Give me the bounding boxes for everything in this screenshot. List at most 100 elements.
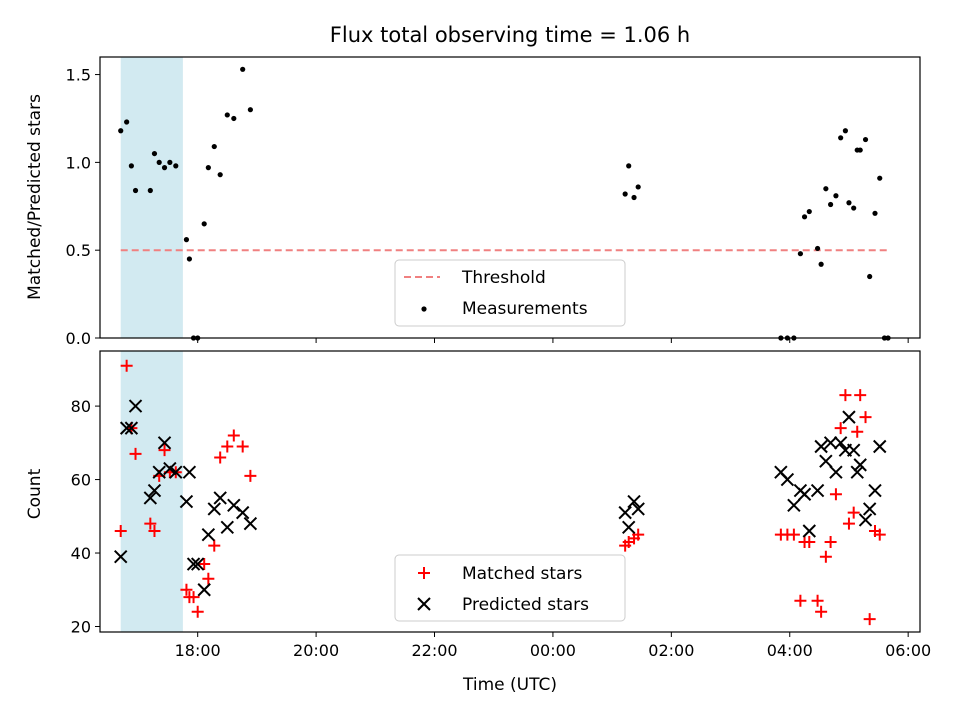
measurements-point bbox=[818, 261, 824, 267]
matched-stars-point bbox=[824, 536, 837, 549]
measurements-point bbox=[838, 135, 844, 141]
matched-stars-point bbox=[819, 550, 832, 563]
counts-layer bbox=[114, 359, 887, 626]
matched-stars-point bbox=[114, 524, 127, 537]
bottom-axis-ticks: 20 40 60 80 18:00 20:00 22:00 00:00 02:00 04:00 06… bbox=[71, 397, 932, 660]
matched-stars-point bbox=[148, 524, 161, 537]
matched-stars-point bbox=[180, 583, 193, 596]
bottom-axes-frame bbox=[99, 350, 921, 633]
matched-stars-point bbox=[191, 605, 204, 618]
legend-matched-swatch bbox=[418, 567, 430, 579]
measurements-point bbox=[851, 205, 857, 211]
predicted-stars-point bbox=[627, 494, 641, 509]
legend-measurements-swatch bbox=[421, 306, 427, 312]
matched-stars-point bbox=[851, 425, 864, 438]
predicted-stars-point bbox=[186, 557, 201, 571]
predicted-stars-point bbox=[220, 520, 234, 535]
matched-stars-point bbox=[787, 528, 800, 541]
matched-stars-point bbox=[236, 440, 249, 453]
y-tick-label: 1.5 bbox=[66, 66, 91, 85]
matched-stars-point bbox=[202, 572, 215, 585]
x-tick-label: 22:00 bbox=[411, 641, 457, 660]
legend-predicted-swatch bbox=[417, 597, 431, 611]
measurements-point bbox=[797, 251, 804, 257]
top-axes-frame bbox=[99, 56, 921, 339]
predicted-stars-point bbox=[618, 505, 632, 520]
matched-stars-point bbox=[208, 539, 221, 552]
legend-matched-label: Matched stars bbox=[462, 564, 582, 584]
predicted-stars-point bbox=[207, 502, 221, 516]
predicted-stars-point bbox=[197, 583, 211, 597]
matched-stars-point bbox=[859, 411, 872, 424]
predicted-stars-point bbox=[124, 421, 139, 435]
matched-stars-point bbox=[815, 605, 828, 618]
measurements-point bbox=[857, 147, 863, 153]
measurements-point bbox=[833, 193, 839, 199]
measurements-point bbox=[823, 186, 829, 192]
measurements-point bbox=[806, 208, 812, 215]
measurements-point bbox=[622, 191, 628, 197]
matched-stars-point bbox=[221, 440, 234, 453]
measurements-point bbox=[132, 187, 139, 194]
y-tick-label: 0.5 bbox=[66, 241, 91, 260]
matched-stars-point bbox=[829, 488, 842, 501]
measurements-point bbox=[124, 119, 130, 125]
predicted-stars-point bbox=[829, 465, 843, 479]
measurements-point bbox=[626, 163, 632, 169]
matched-stars-point bbox=[863, 613, 876, 626]
predicted-stars-point bbox=[169, 465, 183, 479]
predicted-stars-point bbox=[868, 483, 882, 498]
predicted-stars-point bbox=[802, 524, 816, 538]
predicted-stars-point bbox=[128, 399, 143, 413]
measurements-point bbox=[247, 107, 253, 113]
matched-stars-point bbox=[214, 451, 227, 464]
matched-stars-point bbox=[187, 591, 200, 604]
top-legend-box bbox=[394, 259, 626, 327]
bottom-legend-box bbox=[394, 554, 626, 622]
predicted-stars-point bbox=[819, 454, 833, 468]
measurements-point bbox=[128, 163, 134, 169]
x-tick-label: 00:00 bbox=[530, 641, 576, 660]
matched-stars-point bbox=[873, 528, 886, 541]
predicted-stars-point bbox=[213, 491, 227, 505]
predicted-stars-point bbox=[152, 465, 166, 479]
predicted-stars-point bbox=[143, 491, 158, 505]
matched-stars-point bbox=[847, 506, 860, 519]
legend-threshold-label: Threshold bbox=[461, 268, 546, 288]
measurements-point bbox=[801, 214, 808, 220]
matched-stars-point bbox=[244, 469, 257, 482]
x-tick-label: 18:00 bbox=[175, 641, 221, 660]
predicted-stars-point bbox=[833, 436, 848, 450]
matched-stars-point bbox=[120, 359, 133, 372]
predicted-stars-point bbox=[201, 527, 216, 542]
bottom-panel: 20 40 60 80 18:00 20:00 22:00 00:00 02:00 04:00 06… bbox=[25, 350, 932, 695]
top-shaded-span bbox=[120, 57, 183, 338]
measurements-point bbox=[147, 187, 153, 194]
measurements-point bbox=[224, 112, 230, 118]
measurements-point bbox=[205, 165, 211, 171]
predicted-stars-point bbox=[157, 436, 172, 450]
matched-stars-point bbox=[198, 558, 211, 571]
measurements-point bbox=[201, 221, 207, 227]
top-panel: 0.0 0.5 1.0 1.5 Matched/Predicted stars Thr… bbox=[25, 56, 921, 348]
x-tick-label: 04:00 bbox=[767, 641, 813, 660]
matched-stars-point bbox=[842, 517, 855, 530]
predicted-stars-point bbox=[850, 465, 864, 479]
measurements-point bbox=[846, 200, 852, 206]
measurements-point bbox=[183, 237, 190, 243]
measurements-point bbox=[217, 172, 223, 178]
measurements-point bbox=[814, 245, 821, 252]
predicted-stars-point bbox=[243, 516, 258, 531]
predicted-stars-point bbox=[190, 557, 205, 571]
predicted-stars-point bbox=[862, 502, 877, 516]
predicted-stars-point bbox=[114, 549, 128, 564]
matched-stars-point bbox=[854, 389, 867, 402]
top-y-axis-label: Matched/Predicted stars bbox=[25, 94, 45, 300]
matched-stars-point bbox=[158, 444, 171, 457]
predicted-stars-point bbox=[814, 439, 828, 454]
y-tick-label: 40 bbox=[71, 544, 91, 563]
matched-stars-point bbox=[632, 528, 645, 541]
measurements-layer bbox=[118, 66, 891, 341]
predicted-stars-point bbox=[147, 483, 162, 498]
measurements-point bbox=[872, 210, 878, 216]
